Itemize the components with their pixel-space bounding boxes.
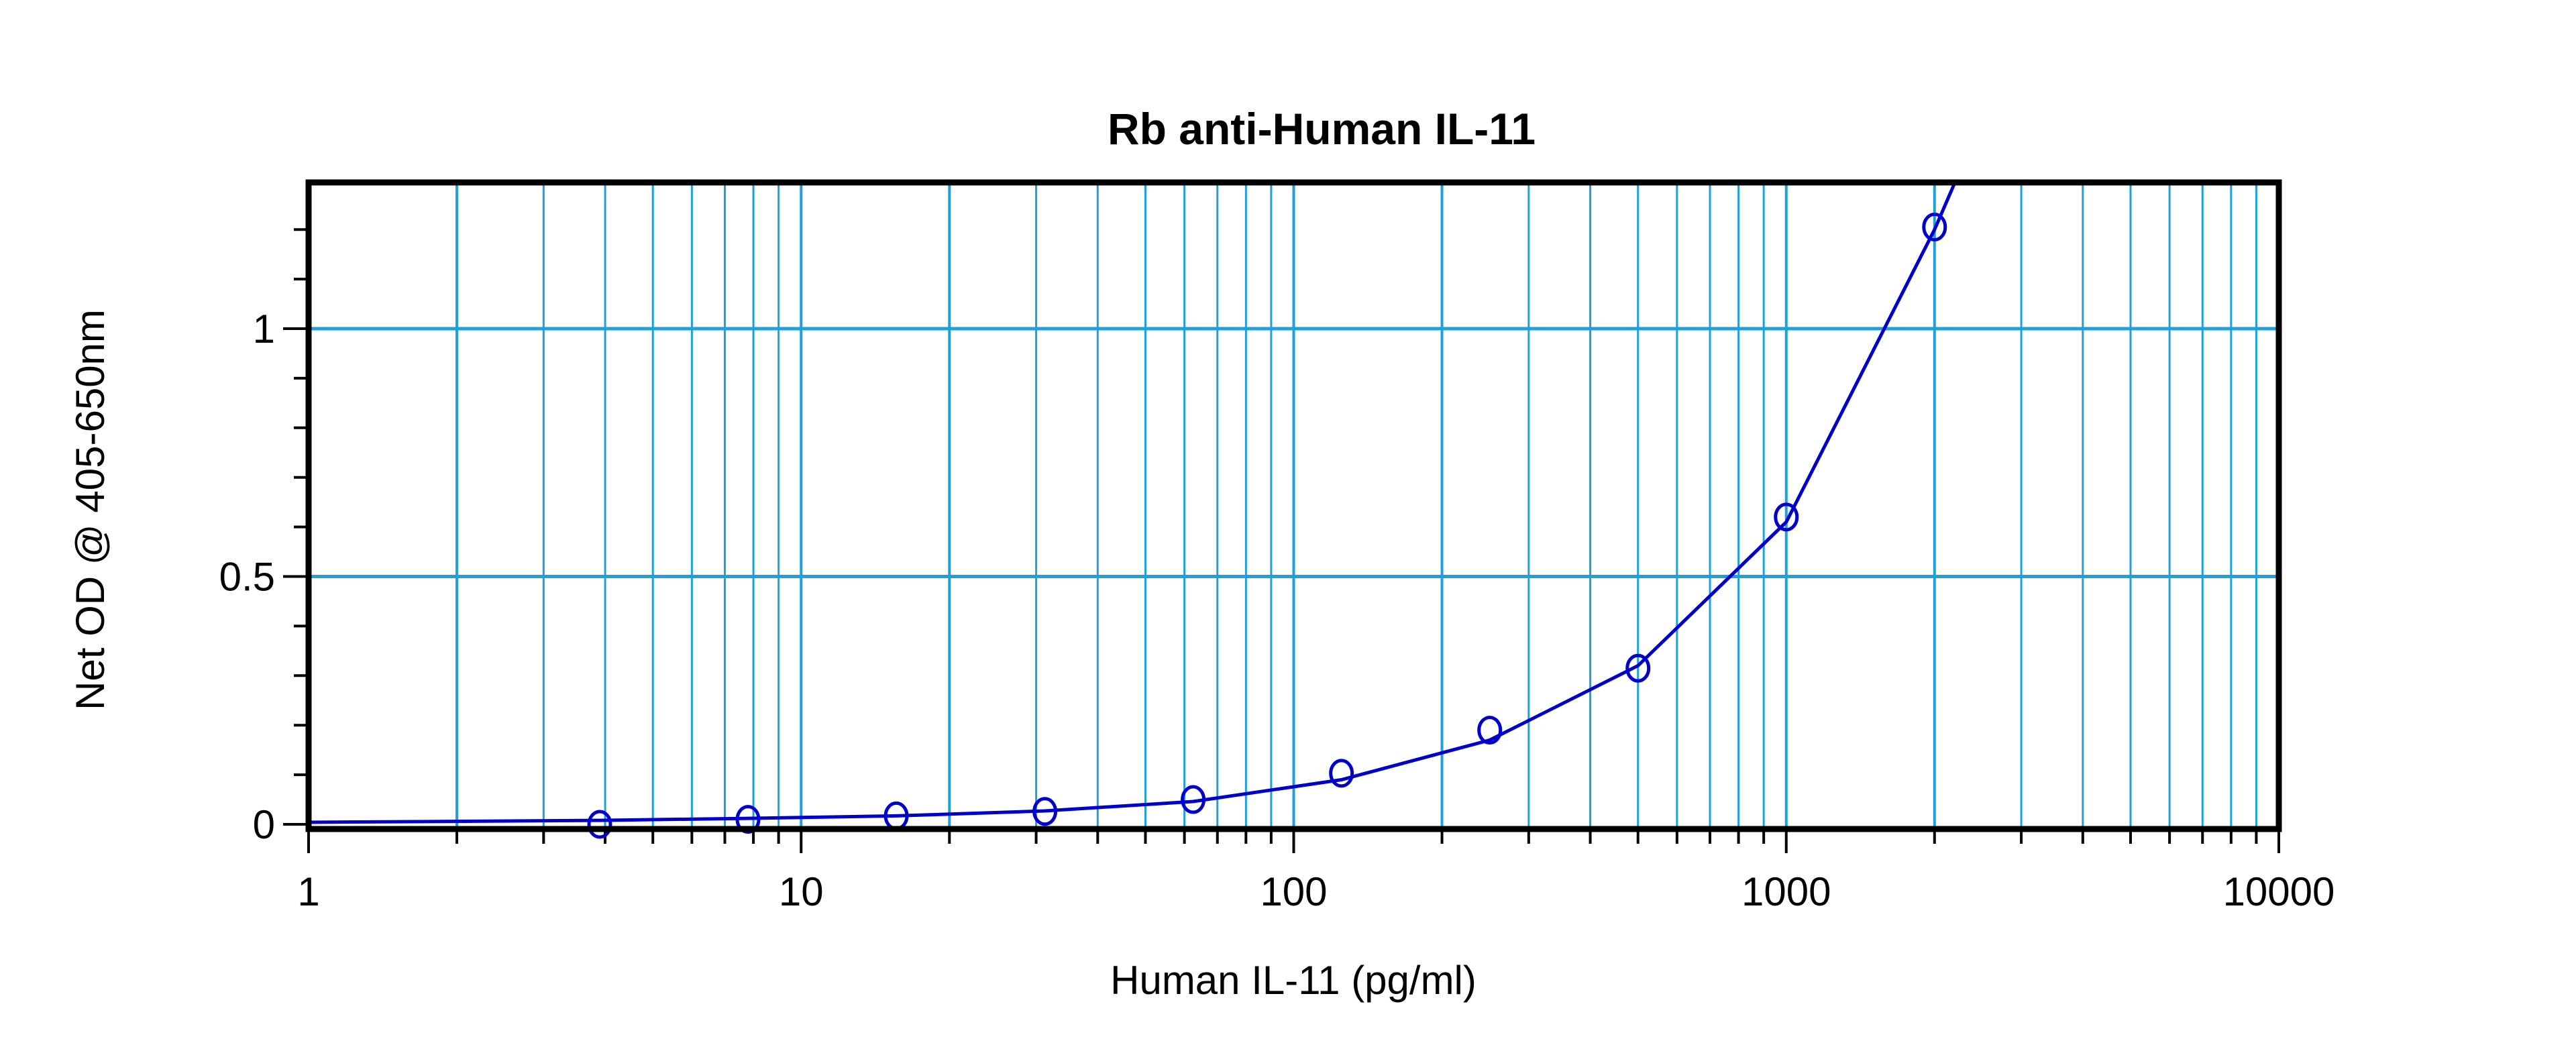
data-point-marker bbox=[1774, 502, 1799, 532]
fitted-curve bbox=[308, 182, 1957, 824]
chart-title: Rb anti-Human IL-11 bbox=[1108, 104, 1536, 154]
x-tick-labels: 1 10 100 1000 10000 bbox=[297, 869, 2334, 914]
data-point-marker bbox=[1625, 653, 1651, 683]
x-tick-label: 10 bbox=[779, 869, 824, 914]
x-tick-label: 10000 bbox=[2223, 869, 2335, 914]
y-tick-label: 0 bbox=[253, 802, 275, 847]
data-point-marker bbox=[587, 810, 612, 839]
data-point-marker bbox=[1032, 797, 1058, 826]
x-tick-label: 1000 bbox=[1741, 869, 1831, 914]
data-point-marker bbox=[1329, 759, 1354, 788]
plot-frame bbox=[305, 179, 2282, 832]
y-tick-labels: 00.51 bbox=[219, 307, 275, 847]
grid-lines bbox=[309, 182, 2279, 829]
x-axis-label: Human IL-11 (pg/ml) bbox=[1110, 958, 1477, 1003]
data-point-marker bbox=[1181, 785, 1206, 814]
x-tick-label: 1 bbox=[297, 869, 319, 914]
y-tick-label: 1 bbox=[253, 307, 275, 351]
data-point-marker bbox=[1477, 716, 1503, 745]
data-points bbox=[587, 213, 1947, 839]
y-tick-label: 0.5 bbox=[219, 555, 275, 600]
x-tick-label: 100 bbox=[1260, 869, 1327, 914]
data-point-marker bbox=[735, 805, 761, 834]
data-point-marker bbox=[1922, 213, 1947, 242]
y-axis-label: Net OD @ 405-650nm bbox=[68, 309, 113, 710]
axis-ticks bbox=[283, 228, 2280, 853]
